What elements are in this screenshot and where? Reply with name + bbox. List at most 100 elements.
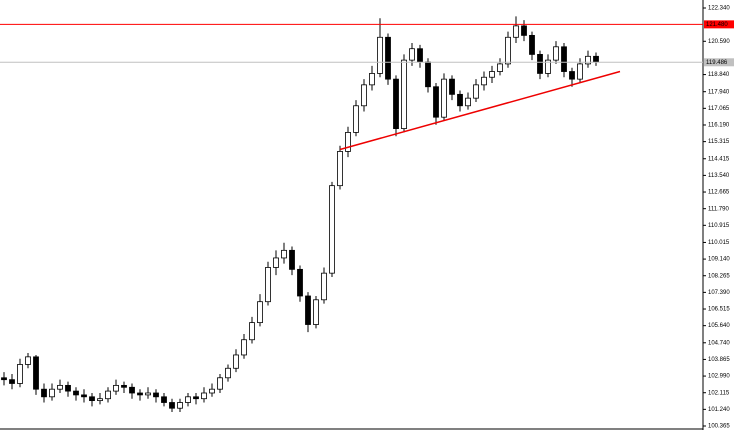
candle-body (193, 396, 199, 400)
y-tick-label: 106.515 (708, 307, 730, 313)
y-tick-label: 100.365 (708, 424, 730, 430)
candle-body (353, 105, 359, 133)
y-tick-label: 110.915 (708, 223, 730, 229)
y-tick-label: 101.240 (708, 407, 730, 413)
y-tick-label: 122.340 (708, 6, 730, 12)
candle-body (361, 84, 367, 107)
candle-body (529, 34, 535, 55)
candle-body (225, 367, 231, 379)
candle-body (273, 257, 279, 268)
candle-body (441, 78, 447, 118)
y-tick-label: 115.315 (708, 139, 730, 145)
candle-body (33, 356, 39, 390)
candle-body (489, 71, 495, 78)
candle-body (25, 356, 31, 365)
candle-body (345, 132, 351, 152)
candle-body (385, 36, 391, 80)
candle-body (57, 384, 63, 390)
candle-body (409, 48, 415, 61)
candle-body (457, 93, 463, 107)
candle-body (9, 379, 15, 384)
candle-body (337, 151, 343, 187)
y-tick-label: 102.115 (708, 390, 730, 396)
candle-body (1, 377, 7, 381)
candle-body (481, 76, 487, 86)
candle-body (217, 377, 223, 390)
y-tick-label: 117.065 (708, 106, 730, 112)
y-tick-label: 118.840 (708, 72, 730, 78)
candle-body (449, 78, 455, 95)
y-tick-label: 112.665 (708, 190, 730, 196)
y-tick-label: 107.390 (708, 290, 730, 296)
y-tick-label: 109.140 (708, 257, 730, 263)
candle-body (377, 36, 383, 74)
candle-body (281, 249, 287, 259)
candle-body (145, 392, 151, 396)
candle-body (585, 55, 591, 65)
candle-body (73, 390, 79, 396)
candle-body (313, 299, 319, 325)
candle-body (249, 322, 255, 341)
candle-body (417, 48, 423, 63)
candle-body (505, 36, 511, 65)
candle-body (209, 388, 215, 394)
y-tick-label: 108.265 (708, 273, 730, 279)
candle-body (297, 268, 303, 297)
price-level-label: 121.480 (706, 22, 728, 28)
candle-body (305, 295, 311, 325)
trendline (339, 70, 621, 151)
candle-body (425, 61, 431, 88)
candle-body (329, 185, 335, 274)
candle-body (89, 396, 95, 402)
candle-body (129, 386, 135, 394)
candle-body (537, 54, 543, 74)
candle-body (153, 392, 159, 398)
candle-body (369, 73, 375, 86)
candle-body (65, 384, 71, 392)
candle-body (593, 55, 599, 63)
candle-body (473, 84, 479, 99)
candle-body (577, 63, 583, 80)
price-level-box (704, 58, 734, 67)
candle-body (513, 25, 519, 38)
candle-body (201, 392, 207, 400)
y-tick-label: 120.590 (708, 39, 730, 45)
candle-body (121, 384, 127, 388)
candle-body (433, 86, 439, 118)
candle-body (257, 301, 263, 324)
candle-body (465, 97, 471, 107)
price-level-box (704, 20, 734, 29)
y-tick-label: 110.015 (708, 240, 730, 246)
y-tick-label: 111.790 (708, 206, 729, 212)
candle-body (401, 59, 407, 129)
y-tick-label: 104.740 (708, 340, 730, 346)
candle-body (185, 396, 191, 403)
candle-body (81, 394, 87, 398)
candle-body (265, 267, 271, 303)
y-tick-label: 103.865 (708, 357, 730, 363)
y-tick-label: 102.990 (708, 374, 730, 380)
candle-body (521, 25, 527, 36)
y-tick-label: 113.540 (708, 173, 730, 179)
candle-body (97, 398, 103, 402)
candle-body (321, 272, 327, 301)
y-tick-label: 114.415 (708, 156, 730, 162)
candle-body (17, 364, 23, 384)
y-tick-label: 105.640 (708, 323, 730, 329)
candle-body (105, 390, 111, 400)
candle-body (553, 46, 559, 61)
candle-body (233, 354, 239, 369)
y-tick-label: 116.190 (708, 123, 730, 129)
candle-body (561, 46, 567, 72)
candle-body (137, 392, 143, 396)
y-tick-label: 117.940 (708, 89, 730, 95)
candle-body (113, 384, 119, 392)
candle-body (169, 402, 175, 409)
candle-body (497, 63, 503, 72)
candle-body (161, 396, 167, 403)
candle-body (393, 78, 399, 129)
candle-body (545, 59, 551, 74)
candle-body (41, 388, 47, 398)
